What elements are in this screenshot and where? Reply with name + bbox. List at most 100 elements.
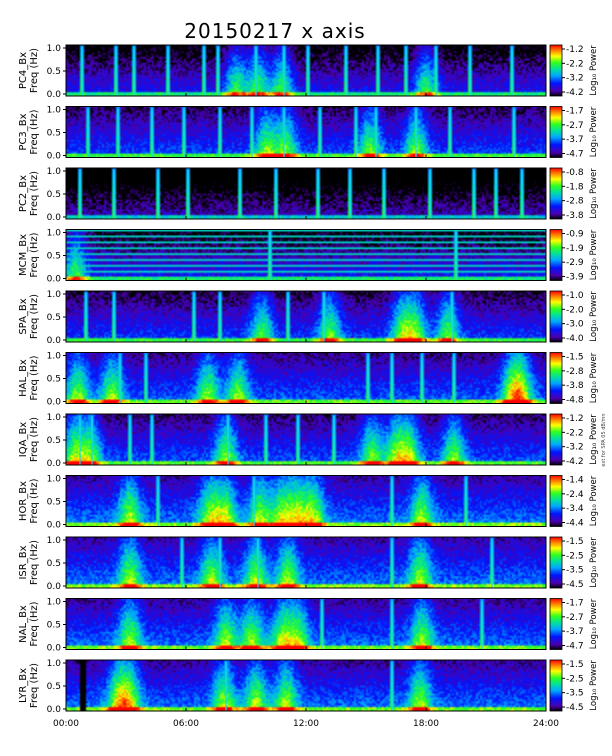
y-tick-label: 0.5 [47,498,61,508]
y-tick-label: 1.0 [47,475,62,485]
panel-nal: 0.0 0.5 1.0 NAL_BxFreq (Hz) -1.7 -2.7 -3.7 -4.7… [18,598,599,654]
colorbar-tick-label: -2.0 [566,305,584,315]
y-tick-label: 1.0 [47,352,62,362]
y-axis-label: PC3_BxFreq (Hz) [18,109,40,154]
colorbar-tick-label: -4.8 [566,396,584,406]
chart-title: 20150217 x axis [184,19,365,43]
y-tick-label: 0.0 [47,398,62,408]
colorbar-tick-label: -3.4 [566,504,584,514]
colorbar-tick-label: -2.8 [566,367,584,377]
colorbar-label: Log₁₀ Power [589,475,599,526]
y-tick-label: 0.0 [47,152,62,162]
panel-hal: 0.0 0.5 1.0 HAL_BxFreq (Hz) -1.5 -2.8 -3.8 -4.8… [18,352,599,408]
panel-iqa: 0.0 0.5 1.0 IQA_BxFreq (Hz) -1.2 -2.2 -3.2 -4.2… [18,413,599,469]
colorbar-label: Log₁₀ Power [589,168,599,219]
colorbar [549,598,563,650]
y-tick-label: 0.5 [47,252,61,262]
x-tick-label: 18:00 [413,719,439,729]
colorbar-tick-label: -3.0 [566,320,584,330]
colorbar-label: Log₁₀ Power [589,537,599,588]
colorbar-tick-label: -0.9 [566,230,584,240]
colorbar-tick-label: -1.8 [566,182,584,192]
y-tick-label: 0.5 [47,67,61,77]
y-axis-label: PC2_BxFreq (Hz) [18,171,40,216]
panel-pc3: 0.0 0.5 1.0 PC3_BxFreq (Hz) -1.7 -2.7 -3.7 -4.7… [18,106,599,162]
y-axis-label: NAL_BxFreq (Hz) [18,601,40,646]
colorbar-tick-label: -1.7 [566,107,584,117]
colorbar-tick-label: -2.9 [566,258,584,268]
colorbar-tick-label: -4.7 [566,642,584,652]
colorbar-tick-label: -1.5 [566,660,584,670]
colorbar-tick-label: -3.7 [566,627,584,637]
y-axis-label: MCM_BxFreq (Hz) [18,232,40,277]
colorbar-tick-label: -1.5 [566,537,584,547]
spectrogram-iqa [66,414,546,465]
y-tick-label: 0.5 [47,559,61,569]
y-tick-label: 0.0 [47,336,62,346]
colorbar-tick-label: -1.4 [566,476,584,486]
colorbar-tick-label: -4.0 [566,334,584,344]
y-tick-label: 1.0 [47,536,62,546]
colorbar-tick-label: -3.8 [566,381,584,391]
colorbar-tick-label: -3.7 [566,135,584,145]
colorbar-tick-label: -3.5 [566,689,584,699]
colorbar [549,167,563,220]
panel-pc4: 0.0 0.5 1.0 PC4_BxFreq (Hz) -1.2 -2.2 -3.2 -4.2… [18,44,599,100]
y-axis-label: PC4_BxFreq (Hz) [18,48,40,93]
colorbar-tick-label: -2.2 [566,59,584,69]
spectrogram-hal [66,352,546,404]
colorbar-tick-label: -1.7 [566,599,584,609]
colorbar [549,352,563,404]
panel-pc2: 0.0 0.5 1.0 PC2_BxFreq (Hz) -0.8 -1.8 -2.8 -3.8… [18,167,599,223]
colorbar-label: Log₁₀ Power [589,660,599,711]
y-tick-label: 0.5 [47,375,61,385]
colorbar [549,229,563,281]
colorbar-tick-label: -2.7 [566,613,584,623]
colorbar [549,44,563,97]
colorbar-tick-label: -3.5 [566,566,584,576]
panel-lyr: 0.0 0.5 1.0 LYR_BxFreq (Hz) -1.5 -2.5 -3.5 -4.5… [18,659,599,715]
y-tick-label: 0.0 [47,459,62,469]
y-tick-label: 1.0 [47,106,62,116]
colorbar-tick-label: -3.2 [566,74,584,84]
colorbar [549,659,563,712]
colorbar-tick-label: -2.5 [566,674,584,684]
y-tick-label: 1.0 [47,413,62,423]
colorbar [549,475,563,527]
spectrogram-spa [66,291,546,342]
spectrogram-pc4 [66,45,546,96]
spectrogram-isr [66,537,546,588]
y-tick-label: 1.0 [47,598,62,608]
colorbar-label: Log₁₀ Power [589,106,599,157]
x-tick-label: 06:00 [173,719,199,729]
colorbar-tick-label: -2.4 [566,490,584,500]
y-tick-label: 1.0 [47,659,62,669]
y-axis-label: LYR_BxFreq (Hz) [18,663,40,708]
x-tick-label: 24:00 [533,719,559,729]
spectrogram-mcm [66,229,546,281]
y-tick-label: 1.0 [47,290,62,300]
colorbar-tick-label: -1.9 [566,244,584,254]
colorbar-tick-label: -4.5 [566,703,584,713]
y-tick-label: 0.5 [47,129,61,139]
y-tick-label: 1.0 [47,229,62,239]
spectrogram-pc3 [66,106,546,158]
colorbar-label: Log₁₀ Power [589,598,599,649]
colorbar-label: Log₁₀ Power [589,352,599,403]
y-axis-label: IQA_BxFreq (Hz) [18,417,40,462]
spectrogram-hor [66,475,546,527]
colorbar-label: Log₁₀ Power [589,414,599,465]
colorbar-tick-label: -2.7 [566,121,584,131]
colorbar-tick-label: -0.8 [566,168,584,178]
colorbar-tick-label: -3.9 [566,273,584,283]
colorbar [549,290,563,343]
colorbar-tick-label: -4.7 [566,150,584,160]
colorbar-tick-label: -1.2 [566,414,584,424]
colorbar-tick-label: -4.2 [566,88,584,98]
y-tick-label: 0.5 [47,621,61,631]
y-tick-label: 0.5 [47,436,61,446]
side-note: ext for SPA 05 dB/mn [601,413,607,466]
panel-spa: 0.0 0.5 1.0 SPA_BxFreq (Hz) -1.0 -2.0 -3.0 -4.0… [18,290,599,346]
y-axis-label: SPA_BxFreq (Hz) [18,294,40,339]
y-axis-label: HAL_BxFreq (Hz) [18,355,40,400]
